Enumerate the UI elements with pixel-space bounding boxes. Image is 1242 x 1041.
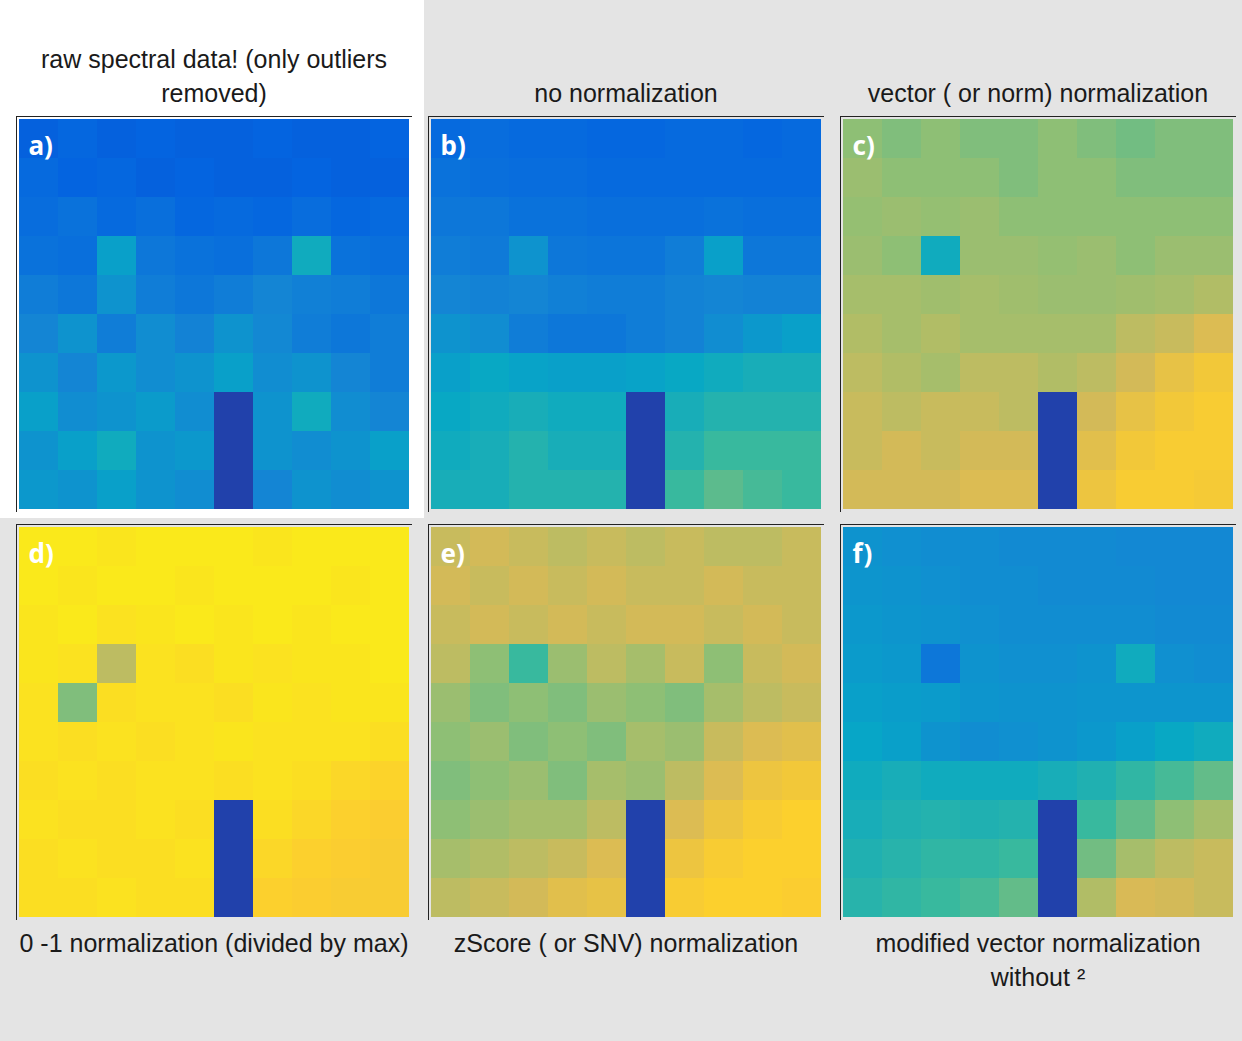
html-text:modified vector normalization: modified vector normalization without ²	[875, 929, 1201, 991]
svg-text:c): c)	[853, 127, 875, 163]
svg-text:e): e)	[441, 535, 465, 571]
svg-text:f): f)	[853, 535, 873, 571]
svg-text:a): a)	[29, 127, 53, 163]
html-text:zScore ( or SNV) normalization: zScore ( or SNV) normalization	[453, 929, 799, 957]
svg-text:b): b)	[441, 127, 466, 163]
svg-text:d): d)	[29, 535, 54, 571]
html-text:raw spectral data! (only outli: raw spectral data! (only outliers remove…	[41, 45, 387, 107]
html-text:vector ( or norm) normalizatio: vector ( or norm) normalization	[867, 79, 1209, 107]
html-text:0 -1 normalization (divided by: 0 -1 normalization (divided by max)	[19, 929, 409, 957]
html-text:no normalization: no normalization	[534, 79, 718, 107]
